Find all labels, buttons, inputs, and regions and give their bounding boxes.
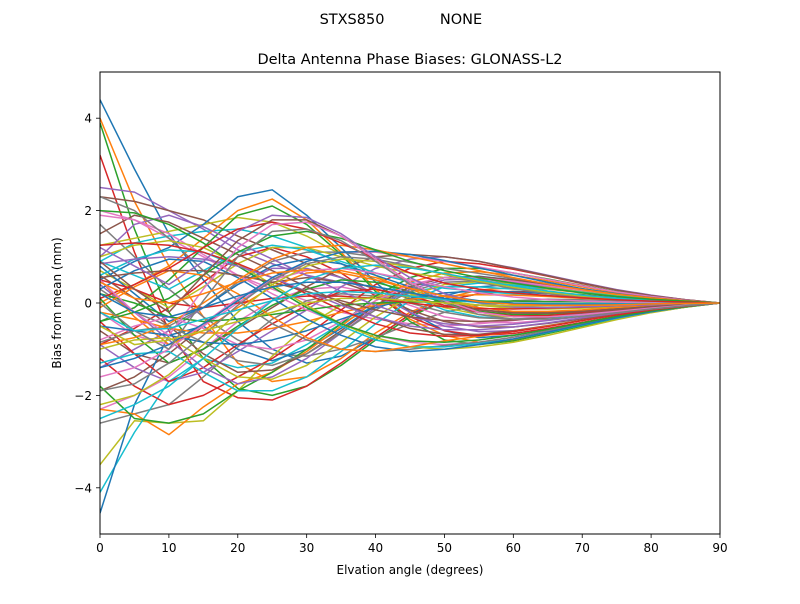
x-tick-label: 10 <box>161 541 176 555</box>
y-axis-label: Bias from mean (mm) <box>50 237 64 368</box>
series-line <box>100 209 720 344</box>
series-layer <box>100 99 720 514</box>
series-line <box>100 214 720 309</box>
series-line <box>100 268 720 307</box>
series-line <box>100 223 720 357</box>
x-tick-label: 50 <box>437 541 452 555</box>
x-axis-label: Elvation angle (degrees) <box>337 563 484 577</box>
x-tick-label: 20 <box>230 541 245 555</box>
x-axis-ticks: 0 10 20 30 40 50 60 70 80 90 <box>96 534 728 555</box>
series-line <box>100 264 720 420</box>
x-tick-label: 60 <box>506 541 521 555</box>
series-line <box>100 244 720 346</box>
suptitle-left: STXS850 <box>320 12 385 28</box>
x-tick-label: 40 <box>368 541 383 555</box>
y-tick-label: 4 <box>84 112 92 126</box>
y-tick-label: 0 <box>84 297 92 311</box>
y-tick-label: 2 <box>84 204 92 218</box>
series-line <box>100 221 720 337</box>
x-tick-label: 0 <box>96 541 104 555</box>
x-tick-label: 70 <box>575 541 590 555</box>
x-tick-label: 80 <box>643 541 658 555</box>
series-line <box>100 221 720 304</box>
series-line <box>100 269 720 323</box>
series-line <box>100 242 720 338</box>
y-tick-label: −4 <box>74 481 92 495</box>
series-line <box>100 228 720 350</box>
chart-title: Delta Antenna Phase Biases: GLONASS-L2 <box>257 52 562 68</box>
y-tick-label: −2 <box>74 389 92 403</box>
x-tick-label: 30 <box>299 541 314 555</box>
plot-frame <box>99 71 721 535</box>
suptitle-right: NONE <box>440 12 482 28</box>
x-tick-label: 90 <box>712 541 727 555</box>
y-axis-ticks: −4 −2 0 2 4 <box>74 112 100 495</box>
